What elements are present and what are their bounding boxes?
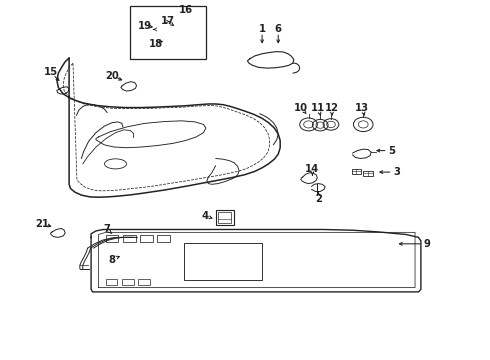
Text: 4: 4: [201, 211, 209, 221]
Text: 6: 6: [275, 24, 282, 35]
Text: 15: 15: [44, 67, 58, 77]
Text: 7: 7: [104, 225, 111, 234]
Bar: [363, 171, 373, 176]
Text: 2: 2: [315, 194, 322, 204]
Bar: [140, 235, 153, 242]
Bar: [122, 279, 134, 285]
Bar: [157, 235, 170, 242]
Bar: [106, 279, 118, 285]
Text: 21: 21: [35, 219, 49, 229]
Bar: [123, 235, 136, 242]
Text: 12: 12: [325, 103, 339, 113]
Text: 3: 3: [393, 167, 400, 177]
Text: 1: 1: [259, 24, 266, 35]
Bar: [351, 169, 361, 174]
Text: 16: 16: [179, 5, 194, 15]
Text: 14: 14: [305, 164, 319, 174]
Text: 13: 13: [355, 103, 369, 113]
Text: 18: 18: [149, 40, 163, 49]
Text: 20: 20: [105, 71, 119, 81]
Bar: [218, 212, 231, 224]
Text: 11: 11: [311, 103, 325, 113]
Bar: [216, 210, 234, 225]
Bar: [139, 279, 150, 285]
Text: 17: 17: [161, 17, 175, 27]
Text: 10: 10: [294, 103, 308, 113]
Text: 8: 8: [109, 255, 116, 265]
Bar: [106, 235, 119, 242]
Text: 5: 5: [388, 145, 395, 156]
Bar: [184, 243, 262, 280]
Bar: [130, 6, 206, 59]
Text: 9: 9: [423, 239, 430, 249]
Text: 19: 19: [138, 21, 152, 31]
